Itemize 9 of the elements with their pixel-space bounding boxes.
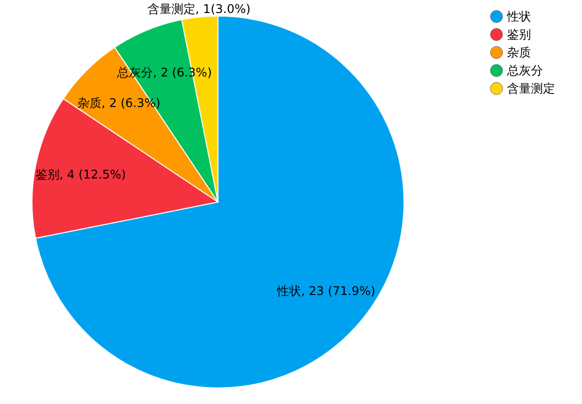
legend-label: 性状 [506,10,531,24]
data-label: 含量测定, 1(3.0%) [147,2,251,16]
legend-label: 杂质 [507,46,531,60]
legend-label: 总灰分 [506,64,543,78]
data-label: 性状, 23 (71.9%) [276,284,376,298]
legend-label: 含量测定 [507,82,555,96]
legend-label: 鉴别 [507,28,531,42]
pie-slice [35,16,404,388]
data-label: 鉴别, 4 (12.5%) [35,168,126,182]
